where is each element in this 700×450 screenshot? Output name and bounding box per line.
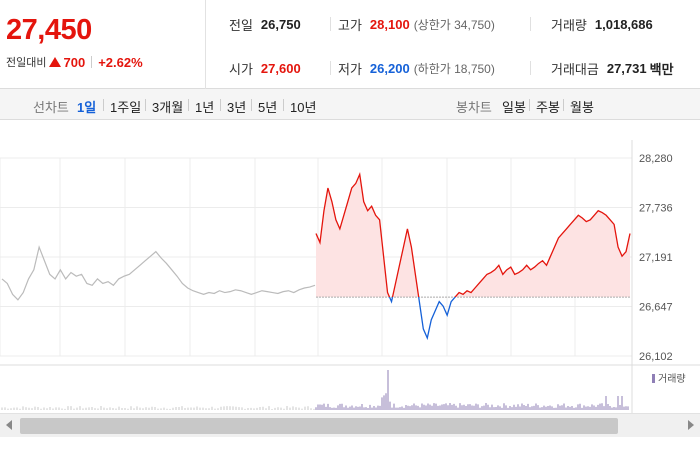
tab-monthly-candle[interactable]: 월봉	[570, 100, 594, 115]
high-label: 고가	[338, 18, 362, 33]
divider	[530, 17, 531, 31]
volume-legend-label: 거래량	[658, 373, 686, 385]
tab-1year[interactable]: 1년	[195, 100, 215, 115]
chart-tab-bar: 선차트 1일 1주일 3개월 1년 3년 5년 10년 봉차트 일봉 주봉 월봉	[0, 89, 700, 120]
upper-limit: (상한가 34,750)	[413, 18, 495, 32]
tab-1day[interactable]: 1일	[77, 100, 97, 115]
tab-3year[interactable]: 3년	[227, 100, 247, 115]
trade-amount-label: 거래대금	[551, 62, 599, 77]
low-price: 저가 26,200 (하한가 18,750)	[338, 59, 495, 78]
volume-value: 1,018,686	[594, 17, 653, 32]
divider	[530, 61, 531, 75]
high-value: 28,100	[369, 17, 410, 32]
tab-10year[interactable]: 10년	[290, 100, 317, 115]
divider	[330, 61, 331, 75]
volume: 거래량 1,018,686	[551, 15, 653, 34]
open-label: 시가	[229, 62, 253, 77]
today-line-up	[315, 172, 631, 298]
prev-close: 전일 26,750	[229, 15, 301, 34]
y-tick-label: 28,280	[639, 153, 673, 165]
intraday-chart: 28,280 27,736 27,191 26,647 26,102 거래량	[0, 140, 700, 413]
divider	[220, 99, 221, 111]
divider	[251, 99, 252, 111]
up-area-fill	[316, 174, 630, 298]
y-tick-label: 26,102	[639, 351, 673, 363]
tab-daily-candle[interactable]: 일봉	[502, 100, 526, 115]
open-price: 시가 27,600	[229, 59, 301, 78]
volume-legend-swatch	[652, 374, 655, 383]
prev-close-label: 전일	[229, 18, 253, 33]
change-amount: 700	[63, 54, 86, 70]
volume-label: 거래량	[551, 18, 587, 33]
y-tick-label: 27,736	[639, 203, 673, 215]
tab-3month[interactable]: 3개월	[152, 100, 184, 115]
change-label: 전일대비	[6, 57, 47, 69]
divider	[529, 99, 530, 111]
change-percent: +2.62%	[98, 54, 143, 70]
up-triangle-icon	[49, 57, 62, 67]
quote-summary: 27,450 전일대비 700 +2.62% 전일 26,750 고가 28,1…	[0, 0, 700, 89]
y-tick-label: 27,191	[639, 252, 673, 264]
line-chart-label: 선차트	[33, 100, 69, 115]
low-value: 26,200	[369, 61, 410, 76]
open-value: 27,600	[260, 61, 301, 76]
divider	[563, 99, 564, 111]
candle-chart-label: 봉차트	[456, 100, 492, 115]
tab-1week[interactable]: 1주일	[110, 100, 142, 115]
prev-close-value: 26,750	[260, 17, 301, 32]
lower-limit: (하한가 18,750)	[413, 62, 495, 76]
scroll-right-icon[interactable]	[688, 420, 694, 430]
scroll-thumb[interactable]	[20, 418, 618, 434]
trade-amount-unit: 백만	[649, 62, 674, 77]
divider	[188, 99, 189, 111]
divider	[103, 99, 104, 111]
y-tick-label: 26,647	[639, 302, 673, 314]
low-label: 저가	[338, 62, 362, 77]
trade-amount-value: 27,731	[606, 61, 647, 76]
price-box: 27,450 전일대비 700 +2.62%	[0, 0, 206, 89]
change-row: 전일대비 700 +2.62%	[6, 54, 143, 70]
trade-amount: 거래대금 27,731 백만	[551, 59, 674, 78]
tab-5year[interactable]: 5년	[258, 100, 278, 115]
divider	[330, 17, 331, 31]
chart-scrollbar[interactable]	[0, 413, 700, 437]
divider	[145, 99, 146, 111]
divider	[91, 56, 93, 68]
high-price: 고가 28,100 (상한가 34,750)	[338, 15, 495, 34]
tab-weekly-candle[interactable]: 주봉	[536, 100, 560, 115]
scroll-left-icon[interactable]	[6, 420, 12, 430]
divider	[283, 99, 284, 111]
prev-day-line	[1, 245, 316, 301]
current-price: 27,450	[6, 14, 92, 46]
